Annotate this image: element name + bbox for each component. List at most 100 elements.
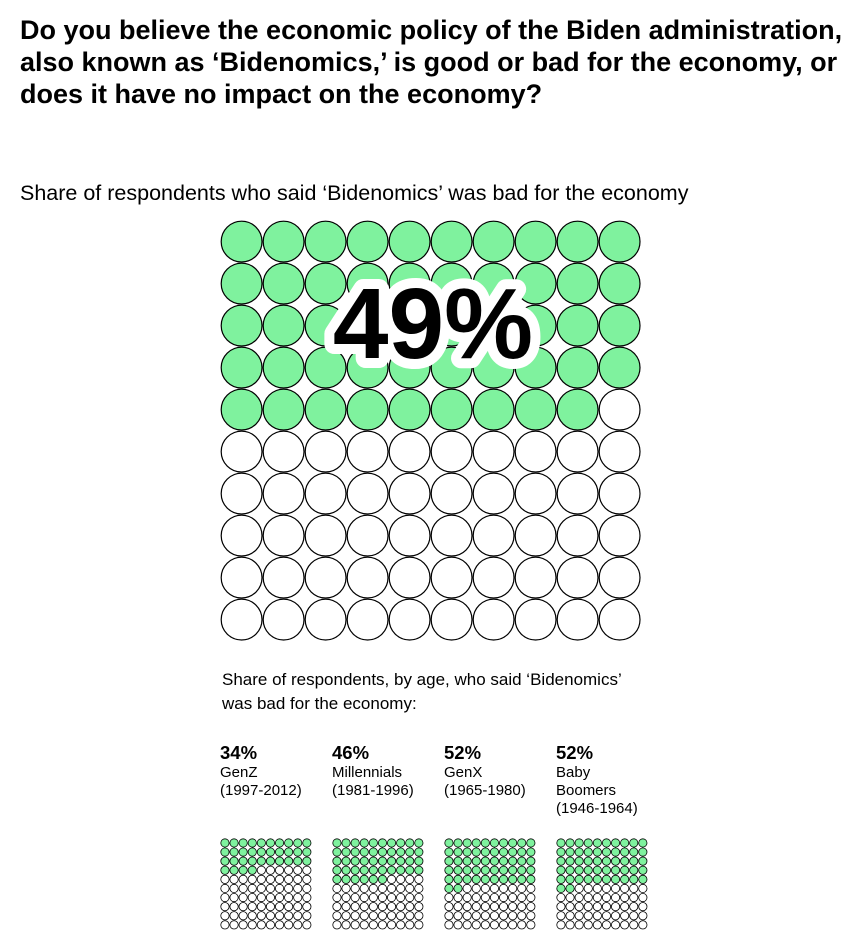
mini-waffle-cell-filled <box>350 838 360 848</box>
waffle-cell-empty <box>262 556 305 599</box>
waffle-cell-empty <box>598 472 641 515</box>
mini-waffle-cell-empty <box>453 920 463 930</box>
waffle-cell-empty <box>472 514 515 557</box>
mini-waffle-cell-filled <box>284 847 294 857</box>
waffle-cell-empty <box>388 556 431 599</box>
mini-waffle-cell-filled <box>386 847 397 857</box>
mini-waffle-cell-empty <box>471 911 481 921</box>
mini-waffle-cell-filled <box>359 865 369 875</box>
mini-waffle-cell-filled <box>377 847 387 857</box>
mini-waffle-cell-filled <box>229 838 239 848</box>
mini-waffle-cell-empty <box>284 865 294 875</box>
waffle-cell-empty <box>262 430 305 473</box>
mini-waffle-cell-empty <box>386 874 397 884</box>
mini-waffle-cell-empty <box>247 874 257 884</box>
mini-waffle-cell-filled <box>583 847 593 857</box>
mini-waffle-cell-empty <box>517 883 527 893</box>
mini-waffle-cell-empty <box>462 902 472 912</box>
mini-waffle-cell-empty <box>274 911 285 921</box>
mini-waffle-cell-empty <box>332 883 342 893</box>
mini-waffle-cell-filled <box>638 865 648 875</box>
mini-waffle-cell-empty <box>359 902 369 912</box>
age-group-waffle <box>556 838 648 930</box>
waffle-cell-filled <box>304 388 347 431</box>
mini-waffle-cell-empty <box>284 874 294 884</box>
mini-waffle-cell-empty <box>332 911 342 921</box>
mini-waffle-cell-filled <box>480 865 490 875</box>
mini-waffle-cell-empty <box>629 902 639 912</box>
waffle-cell-empty <box>220 430 263 473</box>
mini-waffle-cell-empty <box>444 920 454 930</box>
age-group-label-line: GenZ <box>220 764 258 781</box>
mini-waffle-cell-empty <box>629 920 639 930</box>
age-group-label-line: (1981-1996) <box>332 782 414 799</box>
mini-waffle-cell-empty <box>256 874 266 884</box>
waffle-cell-filled <box>556 304 599 347</box>
mini-waffle-cell-empty <box>601 892 611 903</box>
mini-waffle-cell-empty <box>489 883 499 893</box>
mini-waffle-cell-empty <box>405 920 415 930</box>
mini-waffle-cell-empty <box>574 920 584 930</box>
mini-waffle-cell-empty <box>453 902 463 912</box>
mini-waffle-cell-empty <box>396 911 406 921</box>
mini-waffle-cell-filled <box>332 874 342 884</box>
waffle-cell-empty <box>220 514 263 557</box>
mini-waffle-cell-empty <box>386 920 397 930</box>
mini-waffle-cell-filled <box>238 847 248 857</box>
mini-waffle-cell-filled <box>256 838 266 848</box>
mini-waffle-cell-empty <box>471 892 481 903</box>
mini-waffle-cell-empty <box>508 902 518 912</box>
waffle-cell-filled <box>346 346 389 389</box>
age-group-0: 34% GenZ (1997-2012) <box>220 742 330 800</box>
mini-waffle-cell-empty <box>247 892 257 903</box>
mini-waffle-cell-empty <box>256 865 266 875</box>
waffle-cell-empty <box>514 556 557 599</box>
waffle-cell-empty <box>472 472 515 515</box>
mini-waffle-cell-filled <box>629 874 639 884</box>
waffle-cell-filled <box>346 388 389 431</box>
mini-waffle-cell-filled <box>629 847 639 857</box>
mini-waffle-cell-empty <box>368 892 378 903</box>
mini-waffle-cell-empty <box>238 902 248 912</box>
waffle-cell-empty <box>220 472 263 515</box>
mini-waffle-cell-filled <box>471 838 481 848</box>
mini-waffle-cell-filled <box>256 856 266 866</box>
mini-waffle-cell-empty <box>517 902 527 912</box>
mini-waffle-cell-empty <box>368 883 378 893</box>
mini-waffle-cell-empty <box>274 865 285 875</box>
mini-waffle-cell-filled <box>489 856 499 866</box>
mini-waffle-cell-filled <box>453 883 463 893</box>
mini-waffle-cell-empty <box>229 874 239 884</box>
mini-waffle-cell-empty <box>480 883 490 893</box>
mini-waffle-cell-filled <box>471 865 481 875</box>
mini-waffle-cell-filled <box>517 856 527 866</box>
waffle-cell-filled <box>262 262 305 305</box>
mini-waffle-cell-filled <box>274 838 285 848</box>
mini-waffle-cell-filled <box>620 865 630 875</box>
waffle-cell-filled <box>472 346 515 389</box>
mini-waffle-cell-empty <box>405 874 415 884</box>
waffle-cell-empty <box>388 472 431 515</box>
mini-waffle-cell-filled <box>610 838 621 848</box>
mini-waffle-cell-filled <box>601 865 611 875</box>
waffle-cell-filled <box>472 388 515 431</box>
mini-waffle-cell-empty <box>462 920 472 930</box>
mini-waffle-cell-empty <box>220 874 230 884</box>
mini-waffle-cell-empty <box>620 920 630 930</box>
mini-waffle-cell-empty <box>405 892 415 903</box>
mini-waffle-cell-empty <box>498 920 509 930</box>
mini-waffle-cell-empty <box>405 902 415 912</box>
age-group-label-line: GenX <box>444 764 483 781</box>
mini-waffle-cell-empty <box>526 902 536 912</box>
mini-waffle-cell-filled <box>405 847 415 857</box>
waffle-cell-empty <box>598 388 641 431</box>
mini-waffle-cell-empty <box>480 920 490 930</box>
mini-waffle-cell-filled <box>247 838 257 848</box>
mini-waffle-cell-filled <box>601 874 611 884</box>
mini-waffle-cell-empty <box>386 883 397 893</box>
mini-waffle-cell-empty <box>638 892 648 903</box>
age-group-waffle <box>444 838 536 930</box>
mini-waffle-cell-empty <box>444 902 454 912</box>
mini-waffle-cell-empty <box>265 902 275 912</box>
mini-waffle-cell-empty <box>414 874 424 884</box>
